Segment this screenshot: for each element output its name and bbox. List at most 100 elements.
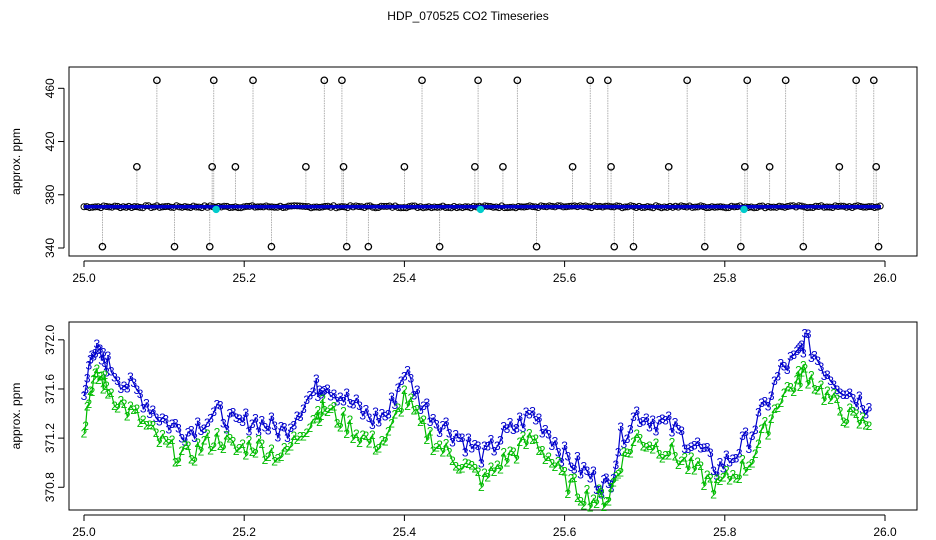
- spike-point: [700, 242, 709, 251]
- series-marker-label: 3: [347, 396, 354, 410]
- series-marker-label: 3: [665, 409, 672, 423]
- series-marker-label: 3: [92, 347, 99, 361]
- series-marker-label: 2: [472, 462, 479, 476]
- series-marker-label: 3: [571, 463, 578, 477]
- series-marker-label: 2: [372, 443, 379, 457]
- series-marker-label: 3: [564, 449, 571, 463]
- series-marker-label: 3: [95, 343, 102, 357]
- series-marker-label: 2: [758, 422, 765, 436]
- series-marker-label: 3: [271, 419, 278, 433]
- series-marker-label: 3: [319, 385, 326, 399]
- y-tick-label: 371.6: [43, 374, 57, 404]
- spike-point: [736, 242, 745, 251]
- series-marker-label: 3: [236, 412, 243, 426]
- series-marker-label: 2: [646, 439, 653, 453]
- series-marker-label: 2: [97, 370, 104, 384]
- series-marker-label: 2: [156, 436, 163, 450]
- series-marker-label: 2: [694, 455, 701, 469]
- series-marker-label: 2: [662, 449, 669, 463]
- series-marker-label: 3: [701, 441, 708, 455]
- series-marker-label: 3: [327, 389, 334, 403]
- series-marker-label: 2: [859, 410, 866, 424]
- series-marker-label: 2: [230, 434, 237, 448]
- series-marker-label: 3: [182, 435, 189, 449]
- spike-point: [607, 162, 615, 171]
- series-marker-label: 3: [417, 403, 424, 417]
- series-marker-label: 2: [672, 450, 679, 464]
- series-marker-label: 3: [310, 385, 317, 399]
- series-marker-label: 3: [621, 437, 628, 451]
- series-marker-label: 2: [407, 391, 414, 405]
- series-marker-label: 2: [262, 453, 269, 467]
- series-marker-label: 3: [475, 439, 482, 453]
- series-marker-label: 3: [239, 415, 246, 429]
- spike-point: [765, 162, 774, 171]
- series-marker-label: 3: [790, 348, 797, 362]
- series-marker-label: 2: [90, 372, 97, 386]
- series-marker-label: 2: [327, 402, 334, 416]
- series-marker-label: 2: [114, 401, 121, 415]
- series-marker-label: 2: [800, 359, 807, 373]
- series-marker-label: 3: [169, 417, 176, 431]
- cyan-marker: [740, 205, 748, 214]
- spike-point: [781, 76, 790, 85]
- x-tick-label: 25.2: [233, 271, 257, 285]
- series-marker-label: 3: [140, 402, 147, 416]
- series-marker-label: 2: [545, 450, 552, 464]
- series-marker-label: 2: [385, 424, 392, 438]
- series-marker-label: 3: [391, 398, 398, 412]
- series-marker-label: 2: [98, 369, 105, 383]
- spike-point: [231, 162, 240, 171]
- series-marker-label: 3: [568, 460, 575, 474]
- series-marker-label: 3: [159, 411, 166, 425]
- series-marker-label: 2: [523, 438, 530, 452]
- series-marker-label: 2: [846, 401, 853, 415]
- series-marker-label: 2: [465, 457, 472, 471]
- series-marker-label: 2: [430, 444, 437, 458]
- series-marker-label: 3: [166, 423, 173, 437]
- series-marker-label: 3: [726, 456, 733, 470]
- series-marker-label: 2: [414, 402, 421, 416]
- series-marker-label: 3: [850, 392, 857, 406]
- series-marker-label: 3: [134, 383, 141, 397]
- series-marker-label: 3: [318, 388, 325, 402]
- series-marker-label: 2: [127, 399, 134, 413]
- spike-point: [471, 162, 479, 171]
- series-marker-label: 2: [830, 387, 837, 401]
- series-marker-label: 3: [89, 348, 96, 362]
- series-marker-label: 2: [108, 386, 115, 400]
- spike-point: [342, 242, 351, 251]
- spike-point: [532, 242, 541, 251]
- series-marker-label: 2: [134, 402, 141, 416]
- spike-point: [513, 76, 522, 85]
- series-marker-label: 3: [150, 403, 157, 417]
- y-tick-label: 370.8: [43, 472, 57, 502]
- spike-point: [743, 76, 752, 85]
- series-marker-label: 3: [640, 414, 647, 428]
- series-marker-label: 2: [568, 472, 575, 486]
- series-marker-label: 3: [846, 386, 853, 400]
- series-marker-label: 2: [675, 458, 682, 472]
- spike-point: [683, 76, 692, 85]
- series-marker-label: 2: [610, 475, 617, 489]
- series-marker-label: 2: [811, 383, 818, 397]
- series-marker-label: 3: [472, 438, 479, 452]
- series-marker-label: 3: [500, 420, 507, 434]
- series-marker-label: 3: [443, 415, 450, 429]
- series-marker-label: 2: [755, 437, 762, 451]
- y-tick-label: 460: [43, 78, 57, 98]
- series-marker-label: 2: [529, 433, 536, 447]
- series-marker-label: 2: [532, 432, 539, 446]
- spike-point: [499, 162, 507, 171]
- series-marker-label: 3: [627, 422, 634, 436]
- series-marker-label: 2: [417, 415, 424, 429]
- series-3: 3333333333333333333333333333333333333333…: [81, 326, 873, 501]
- series-marker-label: 2: [797, 380, 804, 394]
- series-marker-label: 3: [830, 378, 837, 392]
- spike-point: [874, 242, 883, 251]
- spike-point: [209, 76, 218, 85]
- series-marker-label: 3: [385, 407, 392, 421]
- spike-point: [208, 162, 217, 171]
- series-marker-label: 2: [350, 432, 357, 446]
- series-marker-label: 2: [169, 433, 176, 447]
